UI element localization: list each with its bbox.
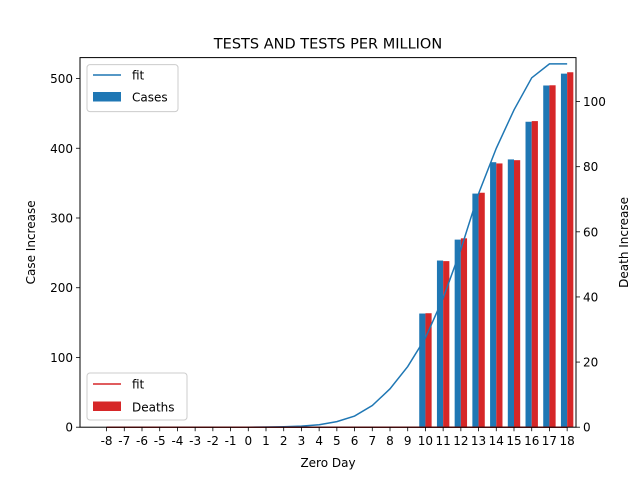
deaths-bar: [514, 160, 521, 428]
deaths-bar: [443, 261, 450, 428]
legend-cases-fit-label: fit: [132, 69, 145, 83]
x-tick-label: 18: [560, 434, 575, 448]
deaths-bar: [496, 163, 503, 428]
x-tick-label: -3: [189, 434, 201, 448]
x-tick-label: 9: [404, 434, 412, 448]
deaths-bar: [425, 313, 432, 428]
x-axis-label: Zero Day: [300, 456, 355, 470]
legend-deaths-bar-swatch: [93, 401, 121, 411]
y-right-tick-label: 20: [583, 356, 598, 370]
x-tick-label: 8: [386, 434, 394, 448]
x-tick-label: 11: [436, 434, 451, 448]
y-axis-left-label: Case Increase: [24, 200, 38, 284]
x-tick-label: 15: [506, 434, 521, 448]
chart-title: TESTS AND TESTS PER MILLION: [213, 37, 442, 53]
y-axis-right-label: Death Increase: [617, 197, 631, 288]
legend-cases: fit Cases: [86, 64, 179, 113]
y-right-tick-label: 0: [583, 421, 591, 435]
x-tick-label: 12: [453, 434, 468, 448]
x-tick-label: 4: [315, 434, 323, 448]
x-tick-label: 0: [244, 434, 252, 448]
y-left-tick-label: 100: [50, 351, 73, 365]
legend-deaths: fit Deaths: [86, 372, 188, 421]
x-axis: -8 -7 -6 -5 -4 -3 -2 -1 0 1 2 3 4 5 6 7 8 9 10 11 12 13 14 15 16…: [101, 427, 575, 448]
deaths-bar: [478, 192, 485, 428]
x-tick-label: 13: [471, 434, 486, 448]
x-tick-label: -2: [207, 434, 219, 448]
y-right-tick-label: 40: [583, 290, 598, 304]
legend-cases-bar-label: Cases: [132, 91, 168, 105]
cases-bar: [454, 239, 461, 428]
y-left-tick-label: 300: [50, 211, 73, 225]
x-tick-label: 3: [298, 434, 306, 448]
cases-bar: [436, 260, 444, 428]
x-tick-label: -6: [136, 434, 148, 448]
x-tick-label: 6: [351, 434, 359, 448]
legend-deaths-bar-label: Deaths: [132, 401, 175, 415]
cases-bar: [507, 159, 514, 428]
y-right-tick-label: 100: [583, 95, 606, 109]
x-tick-label: 5: [333, 434, 341, 448]
cases-bar: [525, 121, 532, 428]
x-tick-label: -4: [171, 434, 183, 448]
deaths-bar: [531, 121, 538, 428]
cases-bar: [543, 85, 550, 428]
cases-bar: [419, 313, 426, 428]
bars-layer: [419, 72, 574, 428]
x-tick-label: -7: [118, 434, 130, 448]
cases-bar: [490, 162, 497, 428]
deaths-bar: [567, 72, 574, 428]
y-right-tick-label: 80: [583, 160, 598, 174]
x-tick-label: -8: [101, 434, 113, 448]
legend-deaths-fit-label: fit: [132, 378, 145, 392]
y-left-tick-label: 200: [50, 281, 73, 295]
x-tick-label: 17: [542, 434, 557, 448]
x-tick-label: -1: [225, 434, 237, 448]
y-axis-right: 0 20 40 60 80 100: [576, 95, 606, 435]
x-tick-label: 1: [262, 434, 270, 448]
y-left-tick-label: 0: [65, 421, 73, 435]
x-tick-label: 2: [280, 434, 288, 448]
x-tick-label: 16: [524, 434, 539, 448]
deaths-bar: [460, 238, 468, 428]
cases-bar: [560, 73, 568, 428]
x-tick-label: -5: [154, 434, 166, 448]
deaths-bar: [549, 85, 556, 428]
x-tick-label: 14: [489, 434, 504, 448]
y-left-tick-label: 500: [50, 72, 73, 86]
y-left-tick-label: 400: [50, 142, 73, 156]
legend-cases-bar-swatch: [93, 92, 121, 102]
y-right-tick-label: 60: [583, 225, 598, 239]
plot-frame: [79, 57, 577, 428]
x-tick-label: 10: [418, 434, 433, 448]
cases-bar: [472, 193, 479, 428]
x-tick-label: 7: [368, 434, 376, 448]
y-axis-left: 0 100 200 300 400 500: [50, 72, 80, 435]
